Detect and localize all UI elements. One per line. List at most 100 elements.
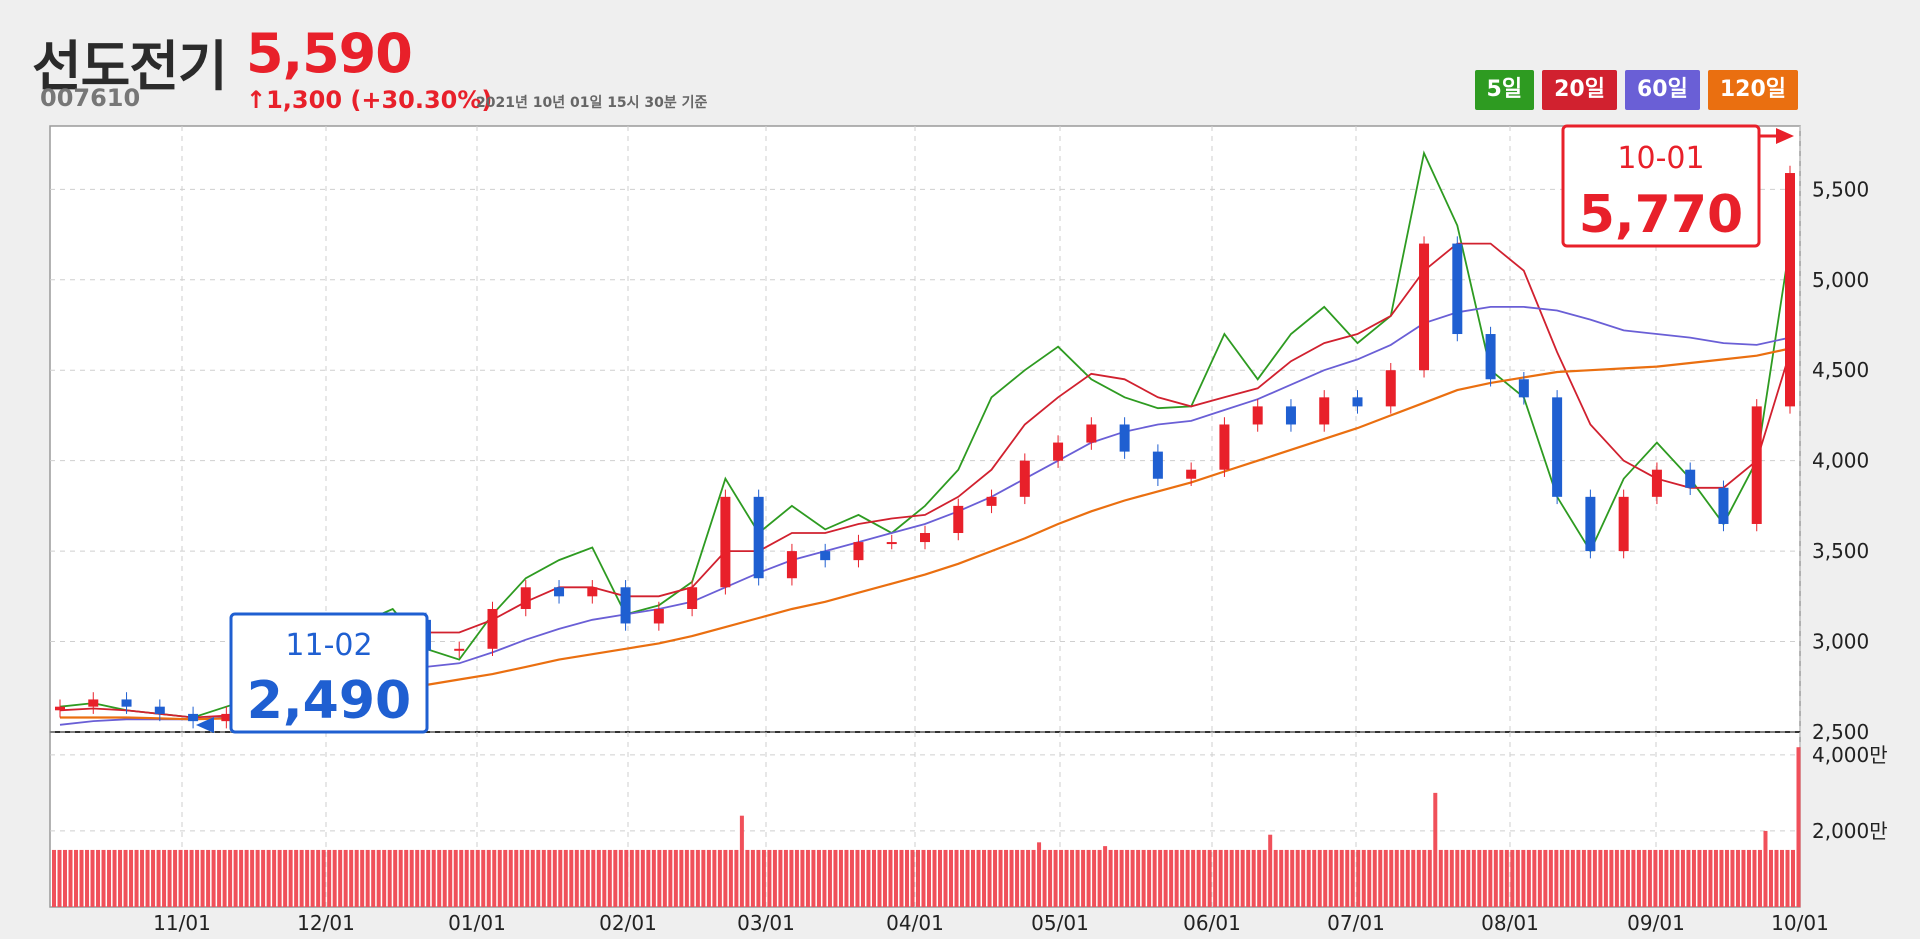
- volume-bar: [398, 849, 403, 907]
- volume-bar: [415, 849, 420, 907]
- volume-bar: [508, 849, 513, 907]
- volume-bar: [558, 849, 563, 907]
- volume-bar: [1559, 849, 1564, 907]
- legend-ma120[interactable]: 120일: [1707, 70, 1798, 110]
- volume-bar: [816, 849, 821, 907]
- candle-body: [1718, 487, 1729, 524]
- volume-bar: [563, 849, 568, 907]
- volume-bar: [1224, 849, 1229, 907]
- volume-bar: [1532, 849, 1537, 907]
- volume-bar: [96, 849, 101, 907]
- low-callout: 11-02 2,490: [196, 612, 429, 734]
- volume-bar: [1246, 849, 1251, 907]
- volume-bar: [1488, 849, 1493, 907]
- volume-bar: [1433, 792, 1438, 907]
- price-tick-label: 3,000: [1812, 630, 1869, 654]
- volume-bar: [1455, 849, 1460, 907]
- candle-body: [1086, 424, 1097, 443]
- candle-body: [1452, 243, 1463, 335]
- volume-bar: [1378, 849, 1383, 907]
- volume-bar: [1741, 849, 1746, 907]
- volume-bar: [1009, 849, 1014, 907]
- candle-body: [487, 608, 498, 649]
- volume-bar: [695, 849, 700, 907]
- volume-bar: [475, 849, 480, 907]
- legend-ma60[interactable]: 60일: [1624, 70, 1700, 110]
- low-callout-value: 2,490: [247, 671, 411, 731]
- volume-bar: [1356, 849, 1361, 907]
- volume-bar: [1295, 849, 1300, 907]
- volume-bar: [1196, 849, 1201, 907]
- candle-body: [1751, 406, 1762, 524]
- candle-body: [986, 496, 997, 506]
- candle-body: [1651, 469, 1662, 497]
- volume-bar: [85, 849, 90, 907]
- legend-ma5[interactable]: 5일: [1474, 70, 1535, 110]
- volume-tick-label: 2,000만: [1812, 819, 1888, 843]
- volume-bar: [1301, 849, 1306, 907]
- price-tick-label: 5,500: [1812, 177, 1869, 201]
- volume-bar: [178, 849, 183, 907]
- moving-average-legend: 5일 20일 60일 120일: [1474, 70, 1798, 110]
- volume-bar: [68, 849, 73, 907]
- volume-bar: [277, 849, 282, 907]
- volume-bar: [982, 849, 987, 907]
- volume-bar: [1075, 849, 1080, 907]
- volume-bar: [904, 849, 909, 907]
- volume-bar: [1317, 849, 1322, 907]
- volume-bar: [1218, 849, 1223, 907]
- volume-bar: [728, 849, 733, 907]
- date-tick-label: 03/01: [737, 911, 795, 935]
- volume-bar: [365, 849, 370, 907]
- volume-bar: [1081, 849, 1086, 907]
- volume-bar: [1411, 849, 1416, 907]
- volume-bar: [778, 849, 783, 907]
- volume-bar: [1752, 849, 1757, 907]
- volume-bar: [1548, 849, 1553, 907]
- volume-bar: [1686, 849, 1691, 907]
- volume-bar: [1394, 849, 1399, 907]
- volume-bar: [1108, 849, 1113, 907]
- volume-bar: [1323, 849, 1328, 907]
- volume-bar: [327, 849, 332, 907]
- volume-bar: [1174, 849, 1179, 907]
- volume-bar: [442, 849, 447, 907]
- volume-bar: [371, 849, 376, 907]
- stock-name: 선도전기: [32, 35, 228, 98]
- candle-body: [1685, 469, 1696, 488]
- volume-bar: [101, 849, 106, 907]
- volume-bar: [976, 849, 981, 907]
- volume-bar: [1070, 849, 1075, 907]
- volume-bar: [217, 849, 222, 907]
- volume-bar: [519, 849, 524, 907]
- candle-body: [1485, 334, 1496, 380]
- volume-bar: [1158, 849, 1163, 907]
- candle-body: [753, 496, 764, 579]
- volume-bar: [1257, 849, 1262, 907]
- volume-bar: [1180, 849, 1185, 907]
- volume-bar: [1697, 849, 1702, 907]
- volume-bar: [877, 849, 882, 907]
- volume-bar: [1570, 849, 1575, 907]
- volume-bar: [536, 849, 541, 907]
- candle-body: [221, 713, 232, 722]
- legend-ma20[interactable]: 20일: [1542, 70, 1617, 110]
- volume-bar: [525, 849, 530, 907]
- volume-bar: [140, 849, 145, 907]
- volume-bar: [800, 849, 805, 907]
- volume-bar: [1598, 849, 1603, 907]
- volume-bar: [640, 849, 645, 907]
- volume-bar: [1669, 849, 1674, 907]
- volume-bar: [239, 849, 244, 907]
- volume-bar: [921, 849, 926, 907]
- high-callout-value: 5,770: [1579, 185, 1743, 245]
- volume-bar: [949, 849, 954, 907]
- volume-bar: [272, 849, 277, 907]
- candle-body: [1053, 442, 1064, 461]
- volume-bar: [789, 849, 794, 907]
- date-axis: 11/01 12/01 01/01 02/01 03/01 04/01 05/01 06/01…: [153, 911, 1829, 935]
- candle-body: [720, 496, 731, 588]
- date-tick-label: 09/01: [1627, 911, 1685, 935]
- candle-body: [1186, 469, 1197, 479]
